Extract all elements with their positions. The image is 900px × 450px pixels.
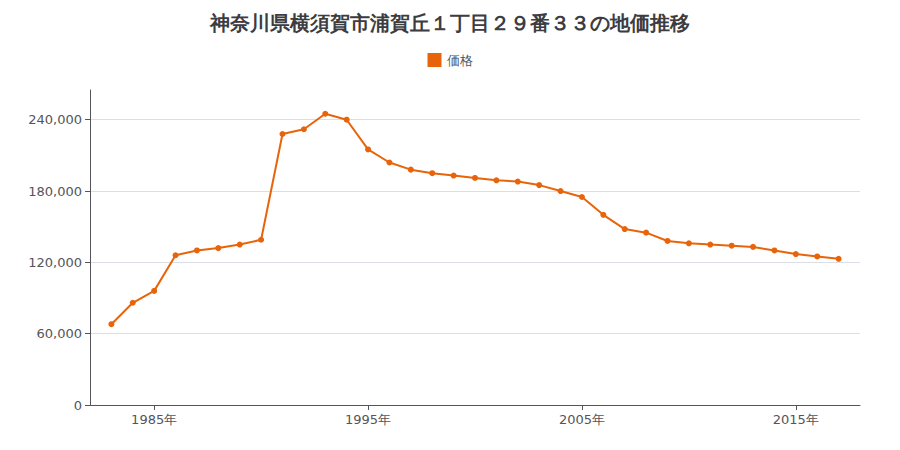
svg-text:神奈川県横須賀市浦賀丘１丁目２９番３３の地価推移: 神奈川県横須賀市浦賀丘１丁目２９番３３の地価推移 bbox=[209, 11, 690, 35]
svg-text:60,000: 60,000 bbox=[37, 326, 83, 341]
svg-text:価格: 価格 bbox=[447, 53, 473, 68]
svg-text:2015年: 2015年 bbox=[773, 412, 819, 427]
svg-text:2005年: 2005年 bbox=[559, 412, 605, 427]
svg-text:180,000: 180,000 bbox=[28, 184, 82, 199]
svg-text:240,000: 240,000 bbox=[28, 112, 82, 127]
svg-text:1995年: 1995年 bbox=[345, 412, 391, 427]
svg-text:120,000: 120,000 bbox=[28, 255, 82, 270]
svg-text:0: 0 bbox=[74, 398, 82, 413]
svg-text:1985年: 1985年 bbox=[131, 412, 177, 427]
